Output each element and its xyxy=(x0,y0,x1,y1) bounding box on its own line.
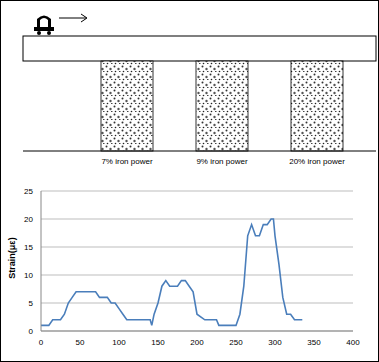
svg-text:100: 100 xyxy=(112,338,126,347)
svg-text:200: 200 xyxy=(190,338,204,347)
svg-text:5: 5 xyxy=(29,299,34,308)
svg-text:9% iron power: 9% iron power xyxy=(196,157,247,166)
svg-text:20% iron power: 20% iron power xyxy=(289,157,345,166)
svg-text:0: 0 xyxy=(29,327,34,336)
svg-text:20: 20 xyxy=(24,215,33,224)
svg-text:350: 350 xyxy=(307,338,321,347)
svg-text:15: 15 xyxy=(24,243,33,252)
svg-text:400: 400 xyxy=(346,338,360,347)
svg-text:7% iron power: 7% iron power xyxy=(101,157,152,166)
svg-text:0: 0 xyxy=(39,338,44,347)
svg-text:50: 50 xyxy=(76,338,85,347)
svg-text:150: 150 xyxy=(151,338,165,347)
svg-text:25: 25 xyxy=(24,187,33,196)
html-text:Strain(με): Strain(με) xyxy=(7,237,17,279)
svg-text:10: 10 xyxy=(24,271,33,280)
svg-text:300: 300 xyxy=(268,338,282,347)
svg-text:250: 250 xyxy=(229,338,243,347)
